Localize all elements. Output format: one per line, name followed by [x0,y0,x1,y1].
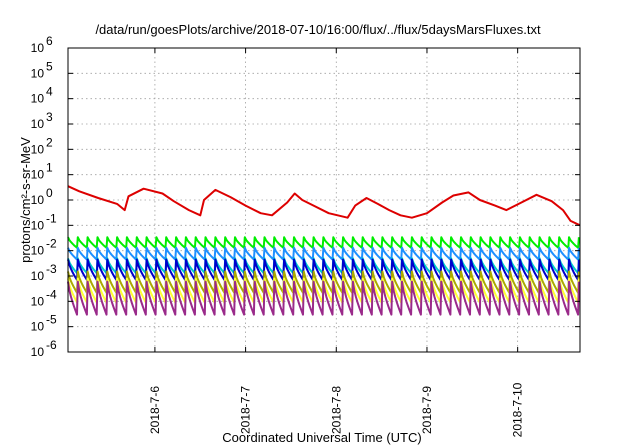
y-tick-exponent: -3 [46,262,57,276]
y-tick-exponent: -1 [46,211,57,225]
series-line-2 [67,236,580,249]
y-tick-label: 10 [31,244,45,258]
y-tick-label: 10 [31,193,45,207]
y-tick-exponent: -6 [46,338,57,352]
y-tick-exponent: -4 [46,287,57,301]
y-axis-label: protons/cm²-s-sr-MeV [18,137,33,263]
x-tick-label: 2018-7-6 [148,386,162,434]
series-line-6 [67,270,580,294]
x-axis-label: Coordinated Universal Time (UTC) [222,430,421,445]
series-line-5 [67,258,580,281]
y-tick-exponent: -5 [46,313,57,327]
y-tick-label: 10 [31,320,45,334]
x-tick-label: 2018-7-9 [420,386,434,434]
y-tick-label: 10 [31,66,45,80]
x-tick-label: 2018-7-7 [239,386,253,434]
y-tick-exponent: 1 [46,161,53,175]
y-tick-exponent: 5 [46,59,53,73]
y-tick-label: 10 [31,294,45,308]
x-tick-label: 2018-7-10 [511,382,525,437]
y-tick-exponent: 2 [46,135,53,149]
x-axis: 2018-7-6 2018-7-7 2018-7-8 2018-7-9 2018-7-1… [148,48,525,437]
y-tick-label: 10 [31,142,45,156]
y-tick-label: 10 [31,117,45,131]
series-line-4 [67,257,580,275]
y-tick-exponent: 6 [46,34,53,48]
y-tick-label: 10 [31,168,45,182]
y-axis: 10 -610 -510 -410 -310 -210 -110 010 110 210 310 41… [31,34,580,359]
y-tick-exponent: 0 [46,186,53,200]
y-tick-label: 10 [31,269,45,283]
y-tick-exponent: -2 [46,237,57,251]
chart-title: /data/run/goesPlots/archive/2018-07-10/1… [95,22,541,37]
series-layer [67,185,581,316]
y-tick-label: 10 [31,218,45,232]
series-line-1 [67,185,581,227]
y-tick-label: 10 [31,41,45,55]
grid [68,48,580,352]
series-line-7 [67,277,580,304]
y-tick-label: 10 [31,345,45,359]
y-tick-exponent: 3 [46,110,53,124]
y-tick-label: 10 [31,92,45,106]
y-tick-exponent: 4 [46,85,53,99]
x-tick-label: 2018-7-8 [329,386,343,434]
series-line-3 [67,246,580,261]
series-line-8 [67,280,580,316]
